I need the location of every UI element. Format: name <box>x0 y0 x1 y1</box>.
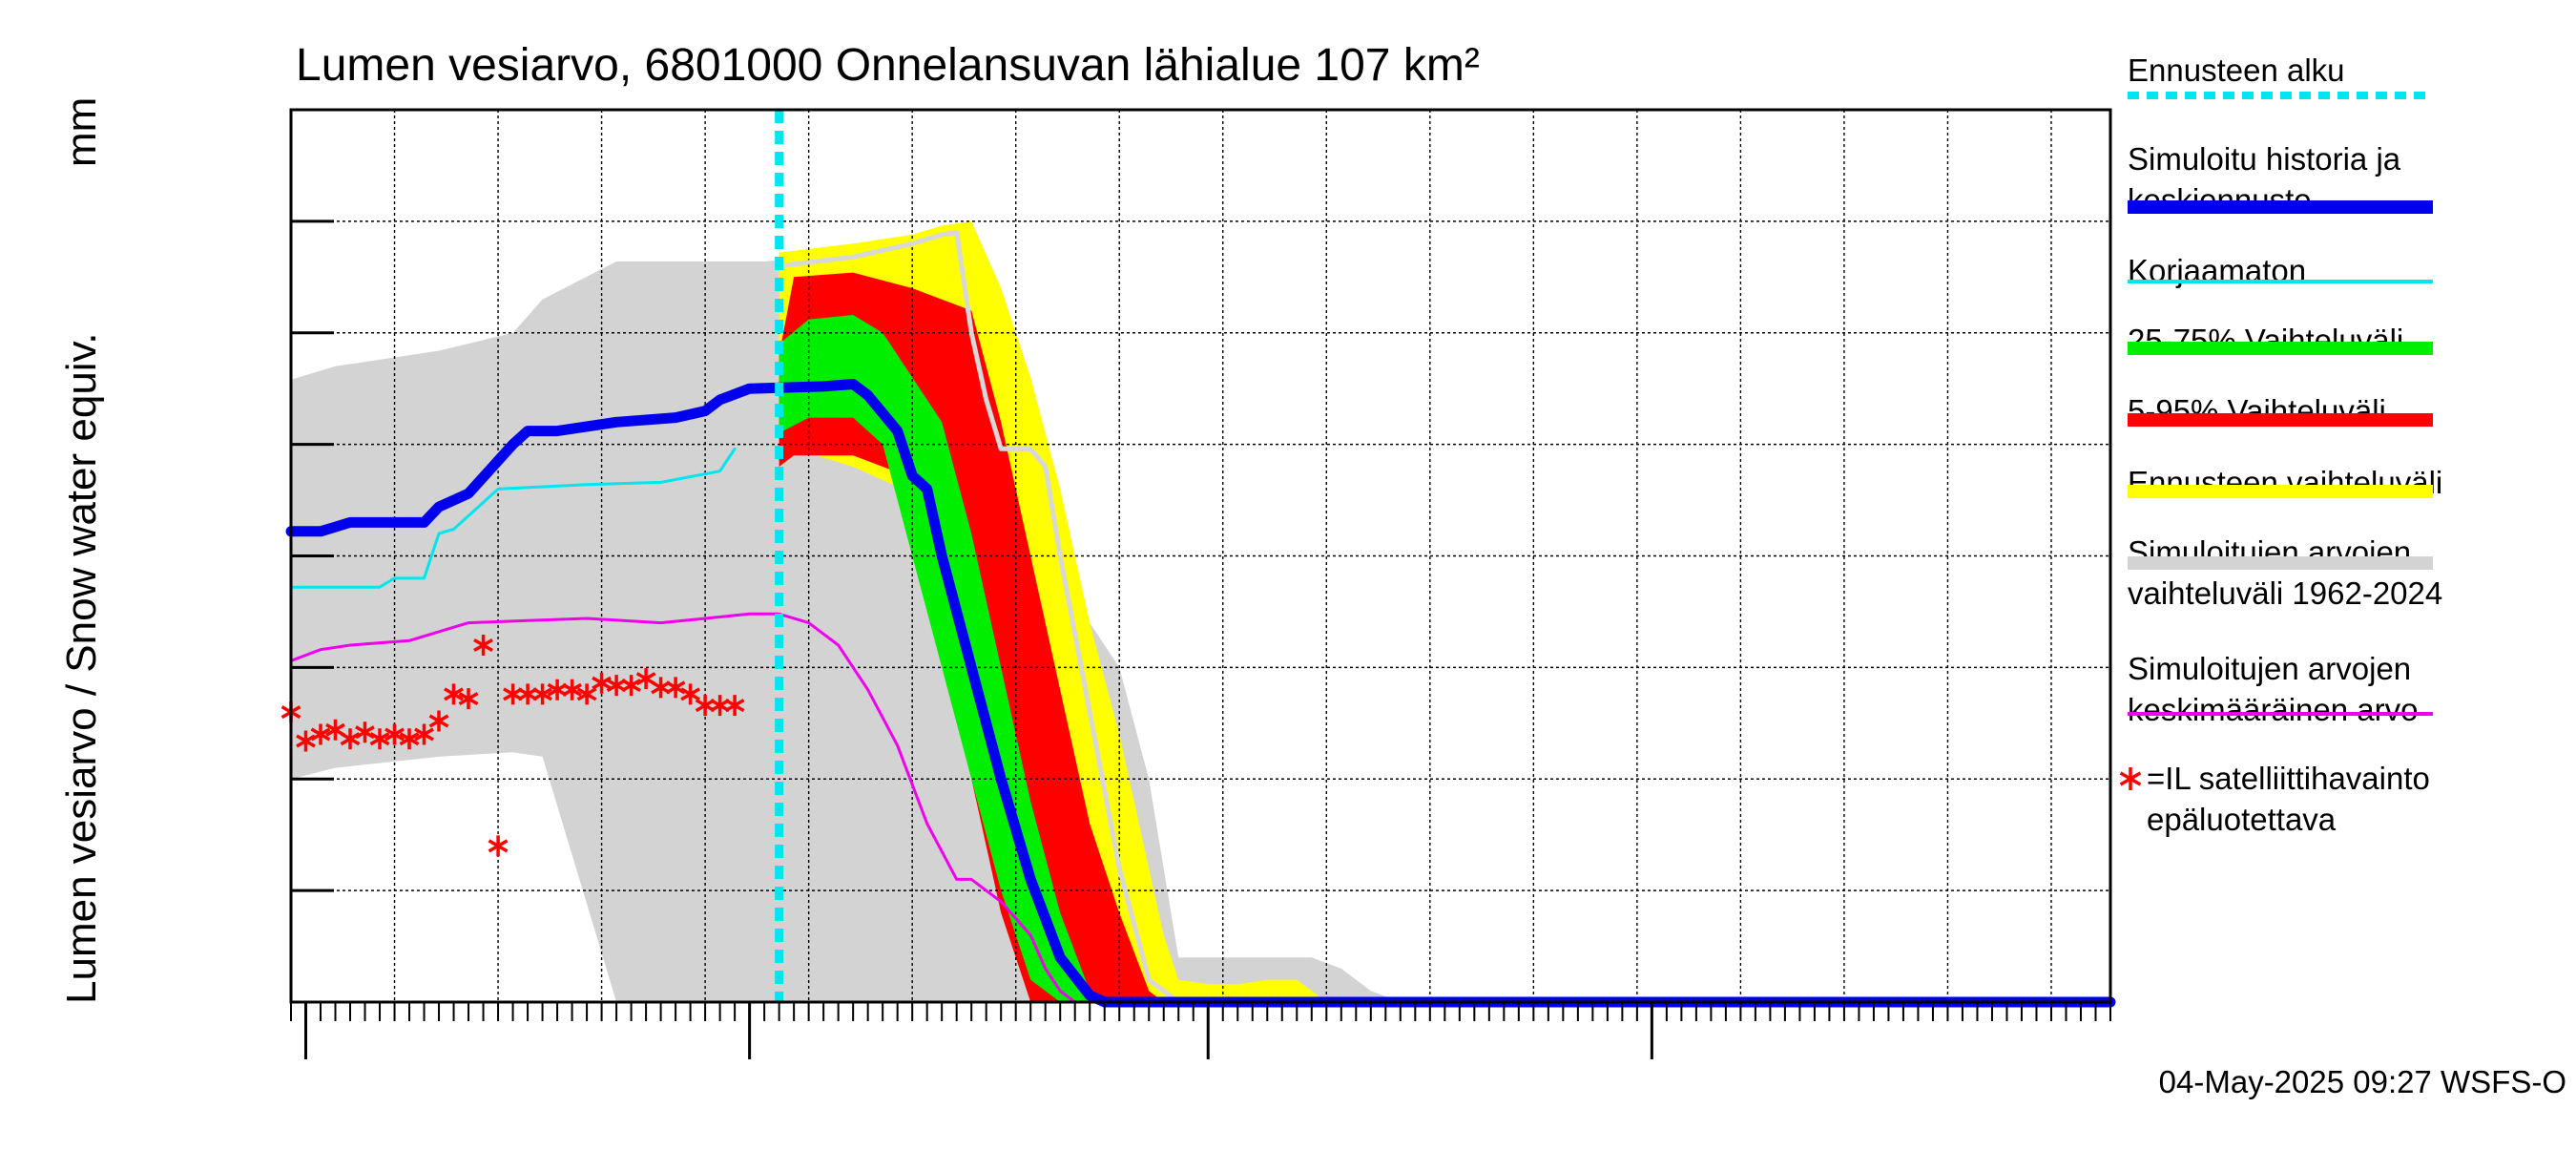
legend-label: Simuloitujen arvojen <box>2128 651 2411 686</box>
observation-point <box>310 723 331 745</box>
bands-layer <box>291 110 2110 1003</box>
legend-label: vaihteluväli 1962-2024 <box>2128 575 2442 611</box>
band-series-3 <box>779 315 1120 1002</box>
observation-point <box>414 723 434 745</box>
observation-point <box>399 728 420 750</box>
legend-label: keskimääräinen arvo <box>2128 692 2418 727</box>
line-series-7 <box>285 379 2116 1008</box>
legend-item-4: 5-95% Vaihteluväli <box>2128 393 2433 429</box>
legend-label: Ennusteen alku <box>2128 52 2345 88</box>
legend-item-7: Simuloitujen arvojen keskimääräinen arvo <box>2128 651 2433 727</box>
observation-point <box>724 695 745 717</box>
legend-item-8: =IL satelliittihavainto epäluotettava <box>2119 761 2430 837</box>
legend-item-2: Korjaamaton <box>2128 253 2433 288</box>
line-series-4 <box>289 447 737 589</box>
legend-item-0: Ennusteen alku <box>2128 52 2433 99</box>
y-axis-unit: mm <box>58 97 105 167</box>
observation-point <box>369 728 390 750</box>
observation-point <box>444 683 464 705</box>
legend-swatch-star <box>2119 767 2142 790</box>
timestamp: 04-May-2025 09:27 WSFS-O <box>2159 1064 2566 1099</box>
observation-point <box>384 723 405 745</box>
legend-label: =IL satelliittihavainto <box>2147 761 2430 796</box>
legend-item-3: 25-75% Vaihteluväli <box>2128 323 2433 358</box>
legend-label: Simuloitu historia ja <box>2128 141 2401 177</box>
legend-item-5: Ennusteen vaihteluväli <box>2128 465 2442 500</box>
observation-point <box>562 679 582 700</box>
observation-point <box>576 683 597 705</box>
chart-title: Lumen vesiarvo, 6801000 Onnelansuvan läh… <box>296 40 1480 91</box>
legend-label: epäluotettava <box>2147 802 2337 837</box>
observation-point <box>428 710 449 732</box>
line-series-5 <box>777 230 1181 1005</box>
observation-point <box>473 635 493 656</box>
line-series-6 <box>289 612 2112 1004</box>
observation-point <box>680 683 700 705</box>
axes-layer <box>289 108 2112 1059</box>
observation-point <box>458 688 479 710</box>
observation-point <box>488 835 509 857</box>
y-axis-label: Lumen vesiarvo / Snow water equiv. <box>58 332 105 1004</box>
observation-point <box>532 683 552 705</box>
